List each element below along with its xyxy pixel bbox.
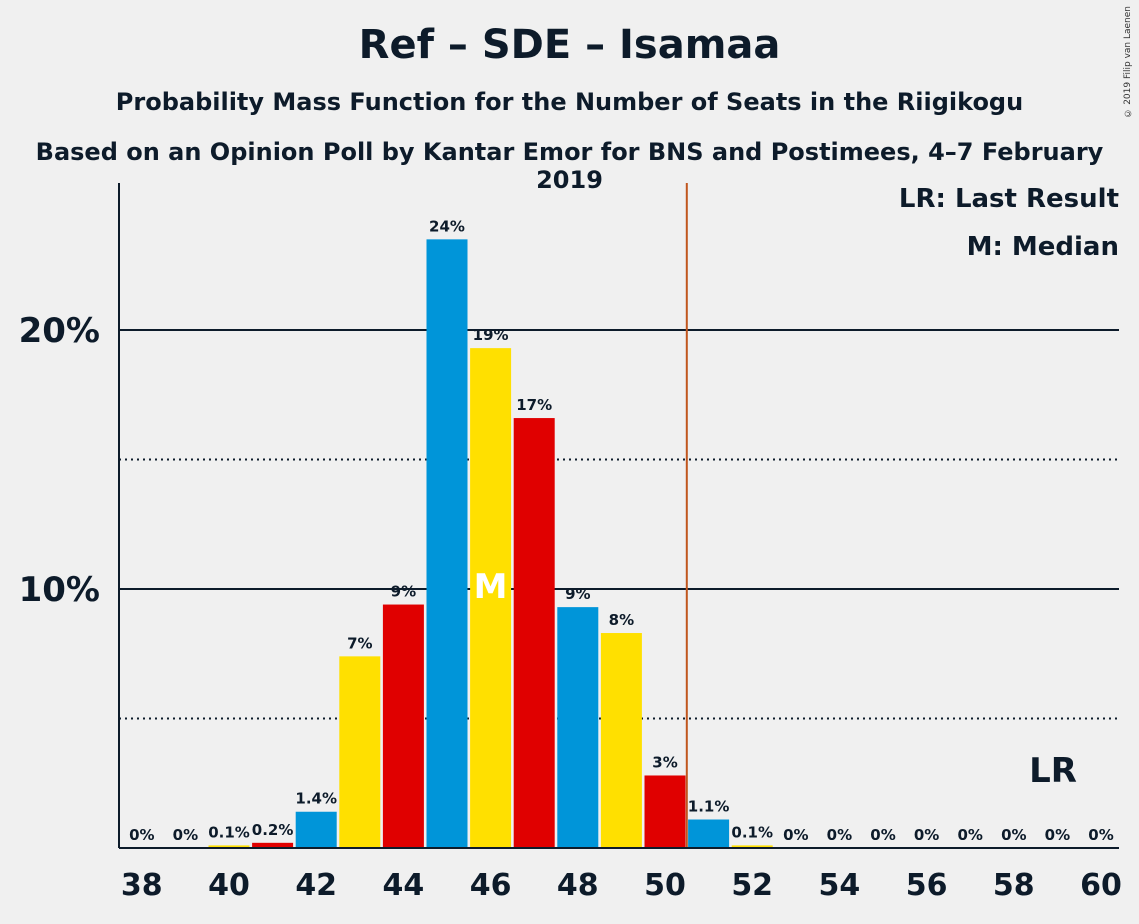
y-tick-label: 10%	[19, 570, 100, 610]
bar	[470, 348, 512, 848]
bar	[252, 842, 294, 848]
x-tick-label: 54	[819, 868, 861, 903]
bar	[600, 633, 642, 848]
bar-data-label: 19%	[473, 326, 509, 344]
bar-data-label: 0%	[1088, 826, 1113, 844]
bar-data-label: 3%	[652, 753, 677, 771]
bar-data-label: 7%	[347, 634, 372, 652]
bar	[339, 656, 381, 848]
bar-data-label: 17%	[516, 396, 552, 414]
bar-data-label: 24%	[429, 217, 465, 235]
bar-data-label: 1.1%	[688, 798, 730, 816]
x-tick-label: 58	[993, 868, 1035, 903]
bar-data-label: 0%	[1045, 826, 1070, 844]
x-tick-label: 52	[731, 868, 773, 903]
x-tick-label: 46	[470, 868, 512, 903]
chart-subtitle: Probability Mass Function for the Number…	[115, 88, 1024, 116]
bar-data-label: 0%	[957, 826, 982, 844]
bar-data-label: 0%	[783, 826, 808, 844]
bar-data-label: 0%	[870, 826, 895, 844]
bar-data-label: 0.2%	[252, 821, 294, 839]
bar-data-label: 0%	[827, 826, 852, 844]
bar	[731, 845, 773, 848]
bar-data-label: 0%	[1001, 826, 1026, 844]
bar-data-label: 8%	[609, 611, 634, 629]
bar	[426, 239, 468, 849]
x-tick-label: 42	[295, 868, 337, 903]
chart-title: Ref – SDE – Isamaa	[358, 22, 781, 68]
bar	[513, 418, 555, 848]
bar-data-label: 0%	[914, 826, 939, 844]
x-tick-label: 56	[906, 868, 948, 903]
x-tick-label: 48	[557, 868, 599, 903]
bar-data-label: 9%	[391, 583, 416, 601]
bar-data-label: 0.1%	[731, 823, 773, 841]
bar-data-label: 0.1%	[208, 823, 250, 841]
bar	[644, 775, 686, 848]
bar-data-label: 1.4%	[295, 790, 337, 808]
x-tick-label: 50	[644, 868, 686, 903]
bar	[208, 845, 250, 848]
legend-last-result: LR: Last Result	[898, 184, 1119, 214]
chart-source: Based on an Opinion Poll by Kantar Emor …	[35, 138, 1104, 194]
bar-data-label: 0%	[173, 826, 198, 844]
x-tick-label: 40	[208, 868, 250, 903]
last-result-marker: LR	[1029, 751, 1077, 791]
bar	[382, 604, 424, 848]
bar	[295, 811, 337, 848]
x-tick-label: 60	[1080, 868, 1122, 903]
median-marker: M	[474, 567, 508, 607]
y-tick-label: 20%	[19, 311, 100, 351]
x-tick-label: 38	[121, 868, 163, 903]
legend-median: M: Median	[966, 232, 1119, 262]
x-tick-label: 44	[383, 868, 425, 903]
bar-data-label: 0%	[129, 826, 154, 844]
bar-data-label: 9%	[565, 585, 590, 603]
bar	[557, 607, 599, 848]
bar	[688, 819, 730, 848]
